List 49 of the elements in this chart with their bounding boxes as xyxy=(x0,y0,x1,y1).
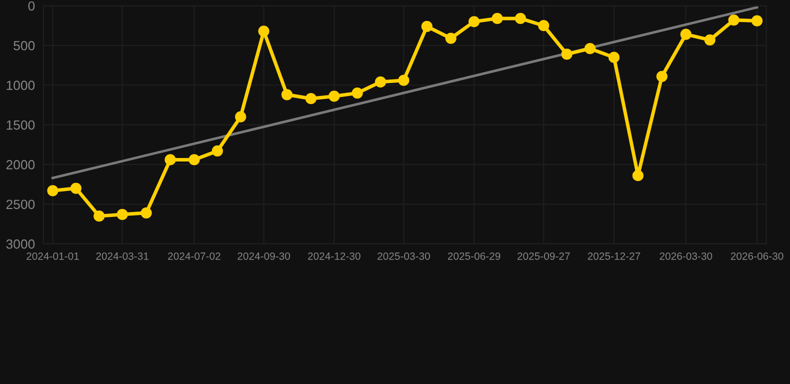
point xyxy=(281,89,293,100)
point xyxy=(140,207,152,218)
point xyxy=(94,210,105,222)
point xyxy=(352,88,363,99)
x-tick-label: 2024-01-01 xyxy=(26,252,79,260)
point xyxy=(258,26,270,37)
point xyxy=(468,16,480,28)
point xyxy=(47,185,58,196)
point xyxy=(704,34,716,46)
point xyxy=(164,154,176,166)
point xyxy=(514,12,526,24)
x-tick-label: 2025-12-27 xyxy=(588,252,640,260)
point xyxy=(235,111,246,122)
y-tick-label: 1500 xyxy=(6,120,35,130)
x-tick-label: 2026-06-30 xyxy=(730,252,784,260)
x-tick-label: 2025-03-30 xyxy=(378,252,430,260)
point xyxy=(751,15,763,26)
point xyxy=(538,20,550,32)
point xyxy=(728,14,740,26)
point xyxy=(445,32,456,44)
point xyxy=(116,208,128,220)
y-tick-label: 1000 xyxy=(6,80,35,90)
x-tick-label: 2025-06-29 xyxy=(448,252,500,260)
point xyxy=(398,74,410,86)
point xyxy=(188,154,200,166)
x-tick-label: 2026-03-30 xyxy=(660,252,712,260)
point xyxy=(492,12,503,24)
x-tick-label: 2024-12-30 xyxy=(308,252,360,260)
point xyxy=(561,48,572,60)
point xyxy=(680,28,692,40)
x-tick-label: 2024-03-31 xyxy=(96,252,148,260)
point xyxy=(421,20,432,32)
y-tick-label: 2000 xyxy=(6,160,35,170)
x-tick-label: 2025-09-27 xyxy=(518,252,570,260)
point xyxy=(328,90,340,102)
y-tick-label: 2500 xyxy=(6,200,35,210)
point xyxy=(608,52,620,63)
point xyxy=(374,76,386,88)
y-tick-label: 500 xyxy=(14,41,35,50)
y-tick-label: 3000 xyxy=(6,239,35,249)
point xyxy=(212,145,223,157)
point xyxy=(656,70,668,82)
point xyxy=(70,182,82,194)
point xyxy=(305,93,316,104)
point xyxy=(632,170,644,182)
x-tick-label: 2024-09-30 xyxy=(238,252,290,260)
y-tick-label: 0 xyxy=(28,1,35,11)
point xyxy=(584,43,596,54)
x-tick-label: 2024-07-02 xyxy=(168,252,220,260)
